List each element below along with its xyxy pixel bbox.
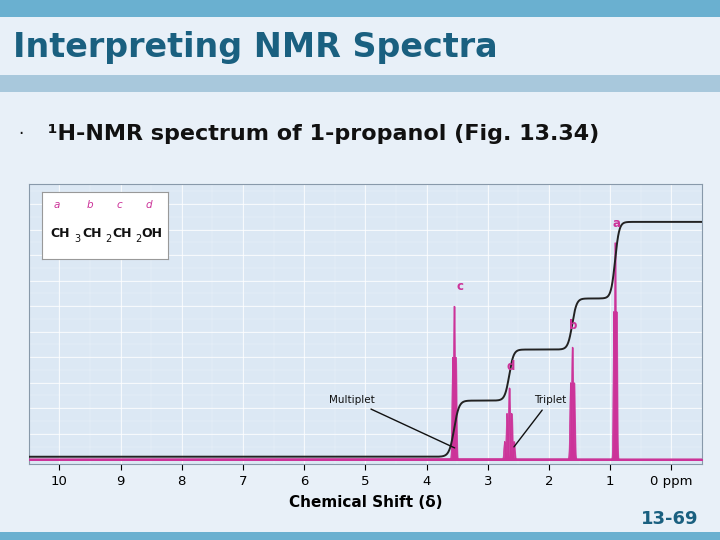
Text: b: b (570, 319, 577, 332)
Text: CH: CH (82, 227, 102, 240)
Bar (0, 75, 720, 92)
Text: a: a (54, 200, 60, 210)
X-axis label: Chemical Shift (δ): Chemical Shift (δ) (289, 495, 442, 510)
Text: ¹H-NMR spectrum of 1-propanol (Fig. 13.34): ¹H-NMR spectrum of 1-propanol (Fig. 13.3… (40, 124, 599, 144)
Bar (0, 0, 720, 17)
Text: OH: OH (141, 227, 162, 240)
Text: b: b (86, 200, 93, 210)
Text: Multiplet: Multiplet (329, 395, 455, 448)
Text: c: c (117, 200, 122, 210)
Text: c: c (456, 280, 464, 293)
Text: 2: 2 (105, 234, 112, 244)
Text: 2: 2 (135, 234, 142, 244)
Text: CH: CH (50, 227, 70, 240)
Text: ·: · (18, 125, 23, 143)
Text: d: d (145, 200, 152, 210)
Text: a: a (612, 217, 620, 230)
Text: Triplet: Triplet (514, 395, 566, 447)
Bar (0, 532, 720, 540)
Text: 13-69: 13-69 (641, 510, 698, 528)
Text: d: d (506, 360, 515, 373)
Text: Interpreting NMR Spectra: Interpreting NMR Spectra (13, 31, 498, 64)
Text: CH: CH (112, 227, 132, 240)
Text: 3: 3 (74, 234, 80, 244)
